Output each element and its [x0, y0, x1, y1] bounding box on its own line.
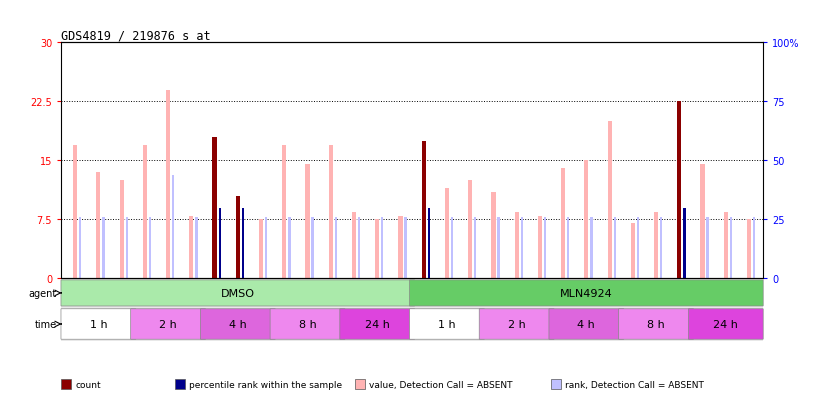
- Text: 4 h: 4 h: [578, 319, 595, 329]
- Bar: [375, 220, 379, 279]
- Bar: [538, 216, 542, 279]
- Bar: [521, 218, 523, 279]
- Bar: [288, 218, 290, 279]
- Text: rank, Detection Call = ABSENT: rank, Detection Call = ABSENT: [565, 380, 703, 389]
- Bar: [660, 218, 663, 279]
- Text: 1 h: 1 h: [438, 319, 456, 329]
- Bar: [567, 218, 570, 279]
- Text: time: time: [35, 319, 57, 329]
- FancyBboxPatch shape: [61, 309, 135, 339]
- Bar: [747, 220, 751, 279]
- Bar: [677, 102, 681, 279]
- Bar: [753, 218, 756, 279]
- Bar: [398, 216, 402, 279]
- Bar: [428, 208, 430, 279]
- Text: 8 h: 8 h: [299, 319, 317, 329]
- Bar: [79, 218, 82, 279]
- Bar: [381, 218, 384, 279]
- Bar: [358, 218, 360, 279]
- Bar: [119, 181, 124, 279]
- FancyBboxPatch shape: [479, 309, 554, 339]
- Bar: [607, 122, 612, 279]
- Text: MLN4924: MLN4924: [560, 288, 613, 298]
- Bar: [561, 169, 565, 279]
- Bar: [405, 218, 406, 279]
- Bar: [428, 208, 430, 279]
- Text: 4 h: 4 h: [229, 319, 246, 329]
- Text: 2 h: 2 h: [508, 319, 526, 329]
- Bar: [543, 218, 546, 279]
- Bar: [451, 218, 453, 279]
- Text: value, Detection Call = ABSENT: value, Detection Call = ABSENT: [369, 380, 512, 389]
- Bar: [352, 212, 356, 279]
- Text: 24 h: 24 h: [713, 319, 738, 329]
- FancyBboxPatch shape: [201, 309, 275, 339]
- Text: count: count: [75, 380, 100, 389]
- Text: 1 h: 1 h: [90, 319, 107, 329]
- FancyBboxPatch shape: [270, 309, 345, 339]
- Bar: [631, 224, 635, 279]
- Bar: [242, 208, 244, 279]
- Bar: [73, 145, 78, 279]
- Bar: [335, 218, 337, 279]
- FancyBboxPatch shape: [61, 280, 415, 306]
- FancyBboxPatch shape: [410, 280, 763, 306]
- Bar: [172, 175, 175, 279]
- Bar: [236, 197, 240, 279]
- FancyBboxPatch shape: [619, 309, 694, 339]
- Bar: [312, 218, 314, 279]
- Bar: [219, 208, 221, 279]
- Bar: [282, 145, 286, 279]
- Text: GDS4819 / 219876_s_at: GDS4819 / 219876_s_at: [61, 29, 211, 42]
- Bar: [445, 188, 449, 279]
- Text: 24 h: 24 h: [365, 319, 390, 329]
- FancyBboxPatch shape: [131, 309, 206, 339]
- Text: DMSO: DMSO: [221, 288, 255, 298]
- Bar: [219, 218, 221, 279]
- Bar: [126, 218, 128, 279]
- Bar: [259, 220, 263, 279]
- Bar: [474, 218, 477, 279]
- Bar: [584, 161, 588, 279]
- Bar: [102, 218, 104, 279]
- FancyBboxPatch shape: [689, 309, 763, 339]
- FancyBboxPatch shape: [410, 309, 485, 339]
- Bar: [422, 141, 426, 279]
- Bar: [491, 192, 495, 279]
- Bar: [590, 218, 592, 279]
- Bar: [677, 102, 681, 279]
- Bar: [683, 208, 685, 279]
- Bar: [515, 212, 519, 279]
- Bar: [730, 218, 732, 279]
- Bar: [96, 173, 100, 279]
- Bar: [195, 218, 197, 279]
- Bar: [189, 216, 193, 279]
- Bar: [614, 218, 616, 279]
- Bar: [707, 218, 709, 279]
- Bar: [700, 165, 705, 279]
- Bar: [212, 138, 217, 279]
- Bar: [636, 218, 639, 279]
- Bar: [683, 208, 685, 279]
- FancyBboxPatch shape: [549, 309, 623, 339]
- Bar: [149, 218, 151, 279]
- Bar: [265, 218, 268, 279]
- FancyBboxPatch shape: [339, 309, 415, 339]
- Text: 2 h: 2 h: [159, 319, 177, 329]
- Bar: [305, 165, 309, 279]
- Bar: [143, 145, 147, 279]
- Bar: [236, 197, 240, 279]
- Bar: [329, 145, 333, 279]
- Bar: [468, 181, 472, 279]
- Text: 8 h: 8 h: [647, 319, 665, 329]
- Bar: [724, 212, 728, 279]
- Bar: [242, 208, 244, 279]
- Bar: [654, 212, 659, 279]
- Bar: [422, 141, 426, 279]
- Bar: [166, 90, 171, 279]
- Text: percentile rank within the sample: percentile rank within the sample: [189, 380, 343, 389]
- Bar: [212, 138, 217, 279]
- Text: agent: agent: [29, 288, 57, 298]
- Bar: [498, 218, 499, 279]
